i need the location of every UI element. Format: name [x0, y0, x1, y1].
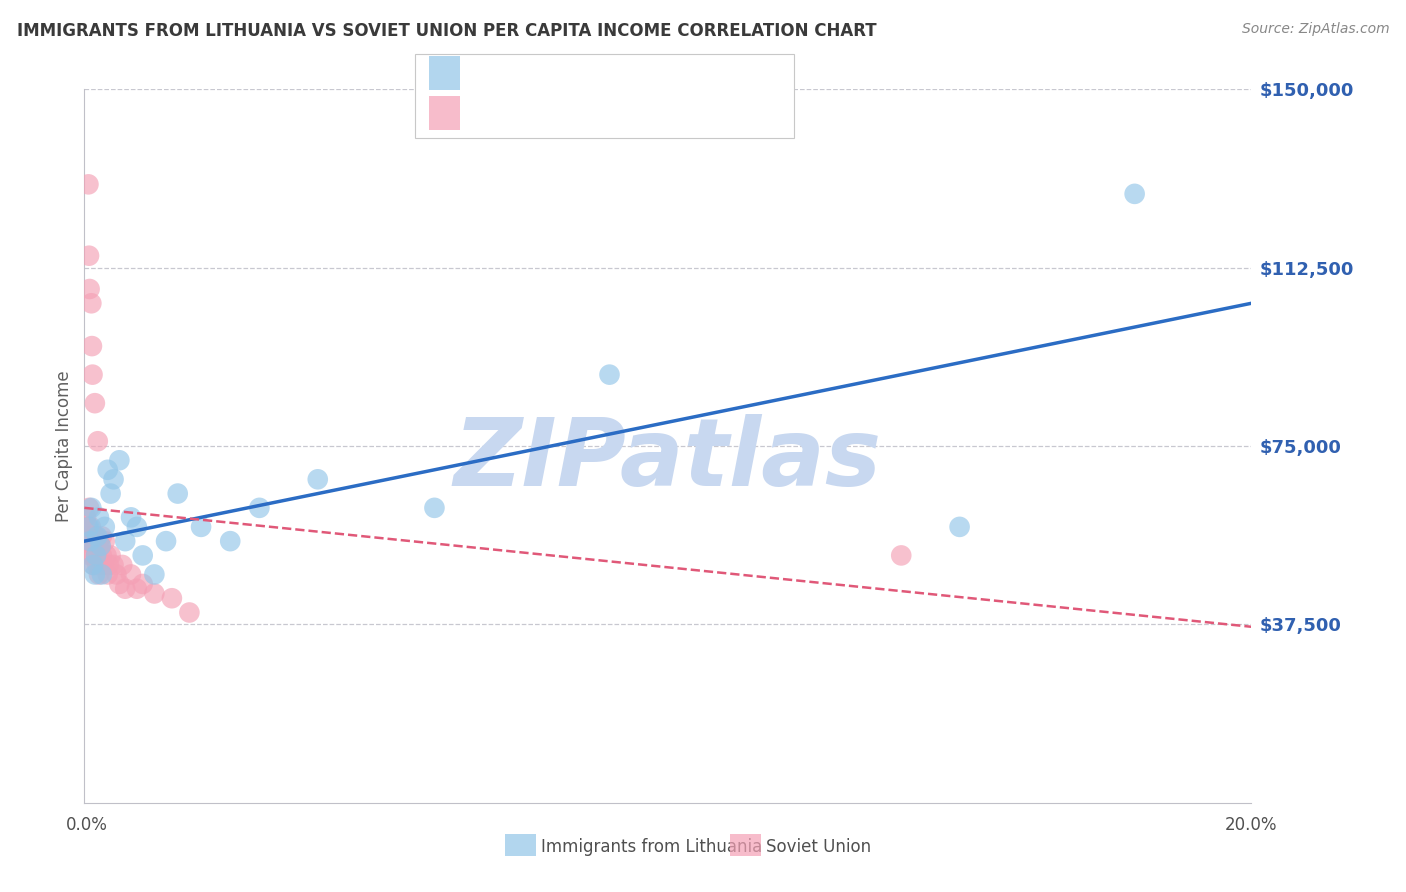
Point: [83, 396, 105, 410]
Point: [79, 534, 101, 549]
Point: [90, 539, 112, 553]
Point: [166, 486, 188, 500]
Point: [97, 567, 120, 582]
Point: [84, 529, 107, 543]
Point: [143, 567, 166, 582]
Text: -0.026: -0.026: [517, 111, 582, 128]
Point: [84, 549, 107, 563]
Point: [96, 549, 118, 563]
Text: Soviet Union: Soviet Union: [766, 838, 872, 856]
Point: [132, 577, 155, 591]
Text: R =: R =: [471, 70, 516, 88]
Text: 0.0%: 0.0%: [66, 816, 108, 834]
Point: [97, 463, 120, 477]
Point: [77, 500, 100, 515]
Point: [125, 582, 148, 596]
Point: [87, 434, 110, 449]
Point: [83, 567, 105, 582]
Point: [91, 558, 114, 572]
Text: N =: N =: [598, 111, 650, 128]
Point: [86, 558, 108, 572]
Point: [890, 549, 912, 563]
Point: [125, 520, 148, 534]
Point: [89, 558, 111, 572]
Point: [247, 500, 270, 515]
Text: 30: 30: [654, 70, 679, 88]
Text: 49: 49: [654, 111, 679, 128]
Y-axis label: Per Capita Income: Per Capita Income: [55, 370, 73, 522]
Point: [190, 520, 212, 534]
Point: [120, 510, 142, 524]
Point: [94, 534, 117, 549]
Point: [76, 534, 98, 549]
Point: [179, 606, 201, 620]
Point: [100, 549, 122, 563]
Point: [100, 486, 122, 500]
Point: [79, 549, 101, 563]
Point: [82, 558, 104, 572]
Point: [75, 510, 97, 524]
Point: [155, 534, 177, 549]
Point: [111, 558, 134, 572]
Point: [80, 296, 103, 310]
Text: N =: N =: [598, 70, 650, 88]
Point: [87, 567, 110, 582]
Point: [80, 529, 103, 543]
Point: [77, 520, 100, 534]
Point: [80, 500, 103, 515]
Point: [87, 534, 110, 549]
Point: [90, 567, 112, 582]
Point: [120, 567, 142, 582]
Point: [82, 549, 104, 563]
Point: [90, 549, 112, 563]
Point: [108, 453, 131, 467]
Point: [79, 282, 101, 296]
Text: Immigrants from Lithuania: Immigrants from Lithuania: [541, 838, 762, 856]
Text: R =: R =: [471, 111, 510, 128]
Point: [94, 520, 117, 534]
Point: [114, 534, 136, 549]
Text: 0.609: 0.609: [524, 70, 581, 88]
Point: [86, 549, 108, 563]
Point: [423, 500, 446, 515]
Point: [90, 529, 112, 543]
Point: [83, 539, 105, 553]
Point: [599, 368, 621, 382]
Point: [307, 472, 329, 486]
Point: [219, 534, 242, 549]
Point: [948, 520, 970, 534]
Point: [80, 339, 103, 353]
Point: [84, 549, 107, 563]
Point: [132, 549, 155, 563]
Point: [103, 558, 125, 572]
Point: [143, 586, 166, 600]
Point: [77, 178, 100, 192]
Text: IMMIGRANTS FROM LITHUANIA VS SOVIET UNION PER CAPITA INCOME CORRELATION CHART: IMMIGRANTS FROM LITHUANIA VS SOVIET UNIO…: [17, 22, 876, 40]
Point: [90, 539, 112, 553]
Text: ZIPatlas: ZIPatlas: [454, 414, 882, 507]
Point: [103, 472, 125, 486]
Point: [87, 510, 110, 524]
Point: [80, 520, 103, 534]
Point: [83, 529, 105, 543]
Point: [82, 368, 104, 382]
Point: [97, 558, 120, 572]
Point: [108, 577, 131, 591]
Point: [160, 591, 183, 606]
Point: [83, 558, 105, 572]
Point: [86, 529, 108, 543]
Point: [105, 567, 128, 582]
Text: 20.0%: 20.0%: [1225, 816, 1278, 834]
Text: Source: ZipAtlas.com: Source: ZipAtlas.com: [1241, 22, 1389, 37]
Point: [114, 582, 136, 596]
Point: [82, 539, 104, 553]
Point: [77, 249, 100, 263]
Point: [79, 534, 101, 549]
Point: [76, 520, 98, 534]
Point: [1123, 186, 1146, 201]
